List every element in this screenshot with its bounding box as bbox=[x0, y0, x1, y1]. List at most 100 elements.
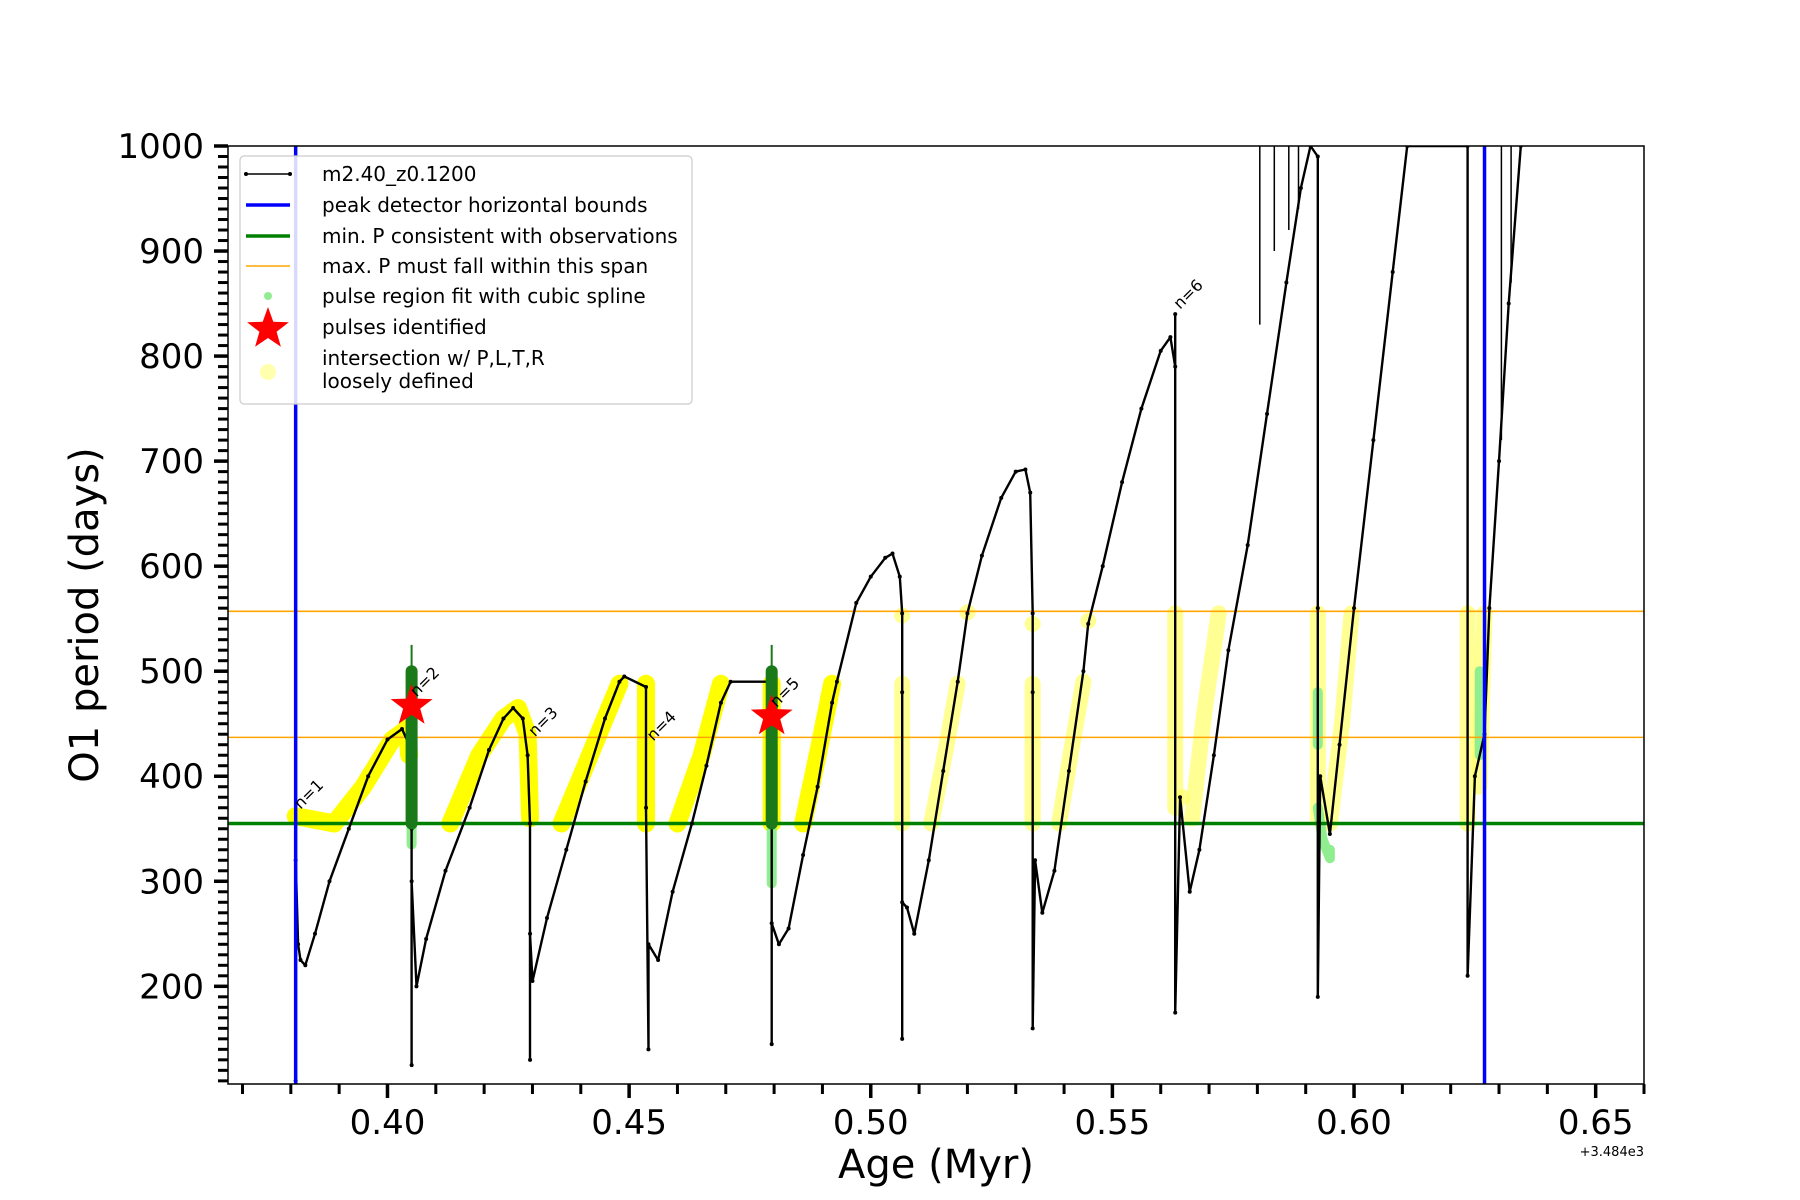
x-offset-label: +3.484e3 bbox=[1580, 1145, 1644, 1160]
main-track-point bbox=[854, 600, 859, 605]
main-track-point bbox=[883, 555, 888, 560]
legend-handle-star bbox=[247, 307, 289, 347]
main-track-point bbox=[530, 979, 535, 984]
yellow-intersection-segment bbox=[794, 674, 842, 833]
main-track-point bbox=[926, 858, 931, 863]
main-track-point bbox=[868, 574, 873, 579]
main-track-point bbox=[1120, 480, 1125, 485]
main-track-point bbox=[955, 679, 960, 684]
main-track-point bbox=[1086, 621, 1091, 626]
plot-frame bbox=[227, 145, 1645, 1085]
x-tick-label: 0.55 bbox=[1075, 1103, 1151, 1143]
main-track-point bbox=[830, 700, 835, 705]
main-track-point bbox=[900, 1036, 905, 1041]
main-track-point bbox=[1173, 312, 1178, 317]
main-track-point bbox=[528, 821, 533, 826]
main-track-point bbox=[409, 879, 414, 884]
main-track-point bbox=[1173, 364, 1178, 369]
main-track-point bbox=[1081, 669, 1086, 674]
main-track-point bbox=[298, 958, 303, 963]
pulse-star bbox=[390, 683, 433, 724]
main-track-point bbox=[443, 868, 448, 873]
main-track-point bbox=[528, 1057, 533, 1062]
y-tick-label: 500 bbox=[139, 652, 204, 692]
main-track-point bbox=[399, 726, 404, 731]
plot-area bbox=[227, 145, 1645, 1085]
main-track-point bbox=[520, 716, 525, 721]
main-track-point bbox=[905, 905, 910, 910]
main-track-point bbox=[501, 716, 506, 721]
main-track-point bbox=[900, 900, 905, 905]
main-track-point bbox=[346, 826, 351, 831]
main-track-point bbox=[1315, 994, 1320, 999]
y-tick-label: 900 bbox=[139, 232, 204, 272]
legend-handle-dot bbox=[244, 172, 248, 176]
legend-label: pulses identified bbox=[322, 315, 487, 339]
main-track-point bbox=[912, 931, 917, 936]
main-track-point bbox=[965, 611, 970, 616]
yellow-intersection-segment bbox=[441, 699, 539, 833]
main-track-point bbox=[897, 574, 902, 579]
legend-label: m2.40_z0.1200 bbox=[322, 162, 477, 186]
main-track-point bbox=[1197, 847, 1202, 852]
main-track-point bbox=[941, 768, 946, 773]
main-track-point bbox=[486, 747, 491, 752]
main-track-point bbox=[900, 611, 905, 616]
main-track-point bbox=[646, 1047, 651, 1052]
main-track-point bbox=[1173, 1010, 1178, 1015]
main-track-point bbox=[1327, 832, 1332, 837]
main-track-point bbox=[769, 1042, 774, 1047]
main-track-point bbox=[1066, 768, 1071, 773]
main-track-point bbox=[1226, 648, 1231, 653]
legend-label-line2: loosely defined bbox=[322, 369, 474, 393]
main-track-point bbox=[834, 679, 839, 684]
main-track-point bbox=[1472, 774, 1477, 779]
main-track-point bbox=[1371, 438, 1376, 443]
y-tick-label: 600 bbox=[139, 547, 204, 587]
main-track-point bbox=[1352, 606, 1357, 611]
main-track-point bbox=[1052, 868, 1057, 873]
legend-handle-dot bbox=[288, 172, 292, 176]
main-track-line bbox=[294, 146, 1522, 1081]
data-layer bbox=[228, 146, 1644, 1084]
main-track-point bbox=[801, 853, 806, 858]
main-track-point bbox=[1487, 606, 1492, 611]
main-track-point bbox=[1298, 186, 1303, 191]
main-track-point bbox=[385, 737, 390, 742]
y-tick-label: 1000 bbox=[117, 127, 204, 167]
main-track-point bbox=[1318, 774, 1323, 779]
main-track-point bbox=[617, 679, 622, 684]
main-track-point bbox=[1187, 889, 1192, 894]
main-track-point bbox=[414, 984, 419, 989]
main-track-point bbox=[718, 700, 723, 705]
main-track-point bbox=[564, 847, 569, 852]
main-track-point bbox=[1158, 348, 1163, 353]
main-track-point bbox=[1030, 1026, 1035, 1031]
main-track-point bbox=[467, 805, 472, 810]
main-track-point bbox=[528, 931, 533, 936]
main-track-point bbox=[1465, 973, 1470, 978]
main-track-point bbox=[1139, 406, 1144, 411]
x-axis-title: Age (Myr) bbox=[838, 1142, 1034, 1188]
x-tick-label: 0.40 bbox=[350, 1103, 426, 1143]
main-track-point bbox=[1506, 301, 1511, 306]
main-track-point bbox=[622, 674, 627, 679]
yellow-faint-segment bbox=[1184, 605, 1227, 827]
legend-box bbox=[239, 155, 693, 405]
main-track-point bbox=[544, 916, 549, 921]
main-track-point bbox=[424, 937, 429, 942]
main-track-point bbox=[602, 716, 607, 721]
main-track-point bbox=[670, 889, 675, 894]
main-track-point bbox=[646, 942, 651, 947]
main-track-point bbox=[1265, 411, 1270, 416]
main-track-point bbox=[728, 679, 733, 684]
main-track-point bbox=[525, 753, 530, 758]
main-track-point bbox=[656, 958, 661, 963]
main-track-point bbox=[979, 553, 984, 558]
main-track-point bbox=[583, 779, 588, 784]
main-track-point bbox=[776, 942, 781, 947]
main-track-point bbox=[999, 495, 1004, 500]
y-axis-title: O1 period (days) bbox=[62, 447, 108, 782]
main-track-point bbox=[1390, 270, 1395, 275]
main-track-point bbox=[1497, 459, 1502, 464]
